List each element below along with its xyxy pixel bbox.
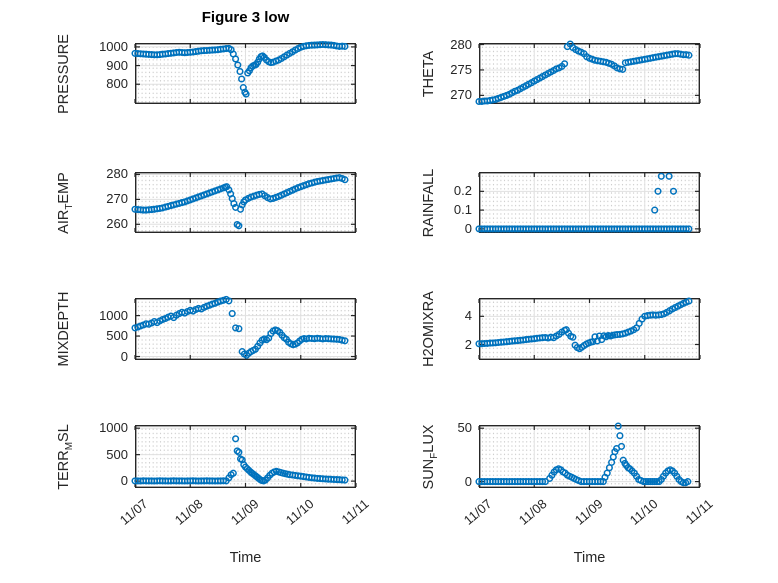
y-axis-label-pressure: PRESSURE <box>56 33 72 114</box>
y-tick-label-air_temp: 260 <box>106 216 128 232</box>
figure-title: Figure 3 low <box>201 9 290 26</box>
scatter-markers <box>475 422 692 487</box>
y-tick-label-mixdepth: 1000 <box>99 307 128 323</box>
x-tick-label-sun_flux: 11/09 <box>571 496 606 528</box>
y-axis-label-mixdepth: MIXDEPTH <box>56 291 72 367</box>
scatter-markers <box>131 295 349 359</box>
x-tick-label-sun_flux: 11/08 <box>516 496 550 528</box>
plot-svg-sun_flux <box>475 422 701 488</box>
scatter-markers <box>131 435 349 485</box>
scatter-markers <box>475 297 693 353</box>
plot-area-sun-flux <box>475 422 701 488</box>
y-tick-label-pressure: 1000 <box>99 38 128 54</box>
x-axis-label-time-left: Time <box>229 550 262 566</box>
y-tick-label-pressure: 800 <box>106 76 128 92</box>
plot-area-pressure <box>131 40 357 104</box>
y-tick-label-theta: 280 <box>450 36 472 52</box>
major-grid <box>479 172 700 233</box>
plot-area-air-temp <box>131 171 357 233</box>
axes-frame <box>478 42 701 104</box>
y-tick-label-h2omixra: 4 <box>464 308 472 324</box>
y-axis-label-air-temp: AIRTEMP <box>56 171 75 234</box>
y-tick-label-mixdepth: 500 <box>106 328 128 344</box>
plot-area-mixdepth <box>131 295 357 360</box>
x-tick-label-sun_flux: 11/07 <box>460 496 495 528</box>
axes-frame <box>134 171 357 233</box>
major-grid <box>479 298 700 360</box>
plot-svg-air_temp <box>131 171 357 233</box>
plot-area-theta <box>475 40 701 106</box>
x-tick-label-sun_flux: 11/10 <box>626 496 661 528</box>
y-tick-label-rainfall: 0.2 <box>453 183 472 199</box>
y-tick-label-pressure: 900 <box>106 57 128 73</box>
x-tick-label-terr_msl: 11/08 <box>172 496 206 528</box>
axes-frame <box>478 297 701 360</box>
y-tick-label-theta: 270 <box>450 87 472 103</box>
y-tick-label-mixdepth: 0 <box>120 348 128 364</box>
y-axis-label-h2omixra: H2OMIXRA <box>421 291 437 367</box>
tick-marks <box>478 299 701 359</box>
plot-svg-mixdepth <box>131 295 357 360</box>
plot-svg-terr_msl <box>131 424 357 488</box>
tick-marks <box>134 173 357 232</box>
plot-svg-pressure <box>131 40 357 104</box>
scatter-markers <box>475 172 693 233</box>
y-tick-label-terr_msl: 0 <box>120 473 128 489</box>
plot-area-h2omixra <box>475 297 701 360</box>
scatter-markers <box>475 40 693 106</box>
y-tick-label-rainfall: 0.1 <box>453 202 472 218</box>
scatter-markers <box>131 174 349 230</box>
plot-svg-theta <box>475 40 701 106</box>
x-tick-label-sun_flux: 11/11 <box>682 496 716 528</box>
x-axis-label-time-right: Time <box>573 550 606 566</box>
y-tick-label-theta: 275 <box>450 61 472 77</box>
x-tick-label-terr_msl: 11/07 <box>116 496 151 528</box>
y-tick-label-h2omixra: 2 <box>464 336 472 352</box>
plot-area-terr-msl <box>131 424 357 488</box>
y-tick-label-sun_flux: 50 <box>457 420 472 436</box>
plot-svg-rainfall <box>475 171 701 233</box>
y-tick-label-rainfall: 0 <box>464 220 472 236</box>
y-tick-label-air_temp: 270 <box>106 191 128 207</box>
x-tick-label-terr_msl: 11/11 <box>338 496 372 528</box>
axes-frame <box>134 42 357 104</box>
axes-frame <box>478 424 701 488</box>
y-tick-label-terr_msl: 500 <box>106 446 128 462</box>
tick-marks <box>134 44 357 103</box>
y-tick-label-sun_flux: 0 <box>464 473 472 489</box>
tick-marks <box>478 43 701 103</box>
scatter-markers <box>131 40 349 98</box>
x-tick-label-terr_msl: 11/09 <box>227 496 262 528</box>
y-axis-label-terr-msl: TERRMSL <box>56 423 75 490</box>
axes-frame <box>134 424 357 488</box>
y-tick-label-air_temp: 280 <box>106 166 128 182</box>
plot-svg-h2omixra <box>475 297 701 360</box>
y-tick-label-terr_msl: 1000 <box>99 420 128 436</box>
x-tick-label-terr_msl: 11/10 <box>282 496 317 528</box>
plot-area-rainfall <box>475 171 701 233</box>
